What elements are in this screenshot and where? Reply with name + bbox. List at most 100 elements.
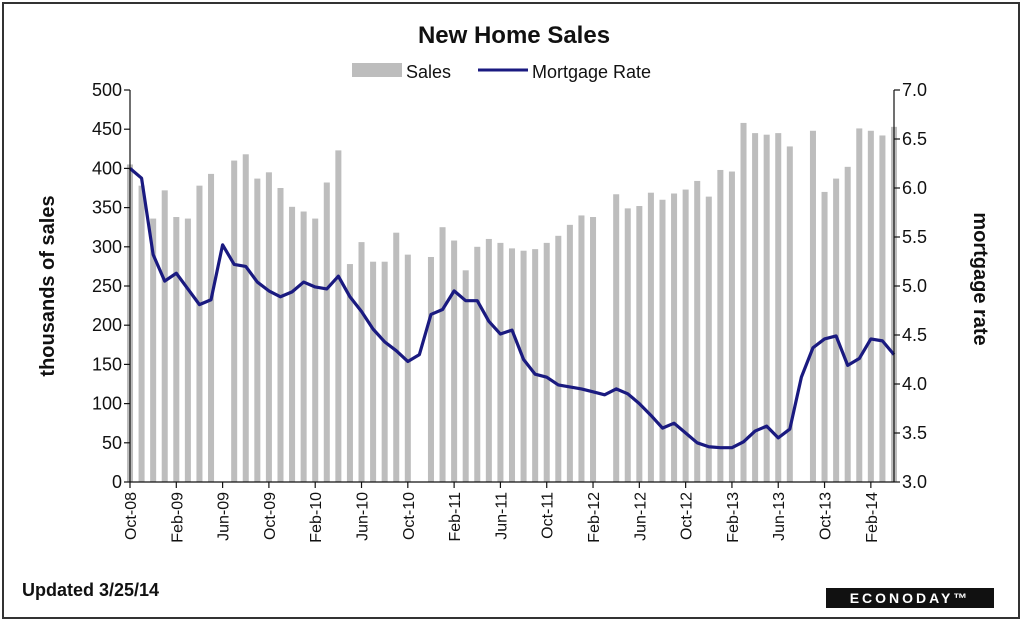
- sales-bar: [150, 218, 157, 482]
- x-tick-label: Jun-13: [771, 492, 788, 541]
- x-tick-label: Jun-10: [355, 492, 372, 541]
- sales-bar: [636, 206, 643, 482]
- right-tick-label: 4.5: [902, 325, 927, 345]
- sales-bar: [879, 135, 886, 482]
- sales-bars: [126, 122, 898, 483]
- sales-bar: [265, 172, 272, 482]
- left-tick-label: 150: [92, 354, 122, 374]
- right-tick-label: 4.0: [902, 374, 927, 394]
- sales-bar: [566, 224, 573, 482]
- legend: Sales Mortgage Rate: [352, 62, 651, 82]
- sales-bar: [474, 246, 481, 482]
- left-tick-label: 500: [92, 80, 122, 100]
- sales-bar: [590, 217, 597, 482]
- sales-bar: [659, 199, 666, 482]
- sales-bar: [161, 190, 168, 482]
- sales-bar: [786, 146, 793, 482]
- sales-bar: [740, 122, 747, 483]
- left-tick-label: 250: [92, 276, 122, 296]
- sales-bar: [705, 196, 712, 482]
- x-tick-label: Feb-10: [308, 492, 325, 543]
- sales-bar: [358, 242, 365, 482]
- sales-bar: [451, 240, 458, 482]
- sales-bar: [346, 264, 353, 482]
- sales-bar: [821, 191, 828, 483]
- mortgage-rate-line: [128, 167, 896, 450]
- sales-bar: [682, 189, 689, 482]
- legend-label-mortgage-rate: Mortgage Rate: [532, 62, 651, 82]
- sales-bar: [323, 182, 330, 482]
- sales-bar: [404, 254, 411, 482]
- sales-bar: [844, 166, 851, 482]
- sales-bar: [671, 193, 678, 483]
- x-tick-label: Oct-12: [679, 492, 696, 540]
- sales-bar: [254, 178, 261, 482]
- sales-bar: [208, 173, 215, 482]
- right-tick-label: 5.0: [902, 276, 927, 296]
- legend-label-sales: Sales: [406, 62, 451, 82]
- sales-bar: [196, 185, 203, 482]
- x-tick-label: Oct-13: [818, 492, 835, 540]
- chart-title: New Home Sales: [418, 22, 610, 49]
- x-tick-label: Feb-11: [447, 492, 464, 542]
- x-tick-label: Feb-14: [864, 492, 881, 543]
- updated-note: Updated 3/25/14: [22, 580, 160, 600]
- right-tick-label: 6.0: [902, 178, 927, 198]
- x-tick-label: Oct-11: [540, 492, 557, 539]
- sales-bar: [728, 171, 735, 483]
- sales-bar: [752, 133, 759, 482]
- x-tick-label: Feb-13: [725, 492, 742, 543]
- x-tick-label: Feb-09: [169, 492, 186, 543]
- sales-bar: [289, 206, 296, 482]
- right-axis-ticks: 3.0 3.5 4.0 4.5 5.0 5.5 6.0 6.5 7.0: [894, 80, 927, 492]
- econoday-logo: ECONODAY™: [826, 588, 994, 608]
- right-tick-label: 7.0: [902, 80, 927, 100]
- x-axis-ticks: Oct-08 Feb-09 Jun-09 Oct-09 Feb-10 Jun-10 Oct-…: [123, 482, 881, 543]
- x-tick-label: Jun-09: [216, 492, 233, 541]
- sales-bar: [867, 130, 874, 482]
- left-axis-ticks: 0 50 100 150 200 250 300 350 400 450 500: [92, 80, 130, 492]
- x-tick-label: Oct-09: [262, 492, 279, 540]
- legend-swatch-sales: [352, 63, 402, 77]
- x-tick-label: Oct-08: [123, 492, 140, 540]
- sales-bar: [138, 185, 145, 482]
- left-tick-label: 300: [92, 237, 122, 257]
- sales-bar: [184, 218, 191, 482]
- right-tick-label: 3.5: [902, 423, 927, 443]
- left-axis-label: thousands of sales: [37, 195, 59, 376]
- sales-bar: [393, 232, 400, 482]
- sales-bar: [381, 261, 388, 482]
- sales-bar: [833, 178, 840, 482]
- sales-bar: [532, 249, 539, 482]
- left-tick-label: 400: [92, 158, 122, 178]
- sales-bar: [370, 261, 377, 482]
- sales-bar: [312, 218, 319, 482]
- sales-bar: [173, 217, 180, 482]
- right-tick-label: 6.5: [902, 129, 927, 149]
- sales-bar: [520, 250, 527, 482]
- sales-bar: [809, 130, 816, 482]
- right-axis-label: mortgage rate: [969, 212, 991, 345]
- sales-bar: [462, 270, 469, 482]
- sales-bar: [694, 180, 701, 482]
- left-tick-label: 100: [92, 394, 122, 414]
- left-tick-label: 450: [92, 119, 122, 139]
- sales-bar: [555, 235, 562, 482]
- x-tick-label: Feb-12: [586, 492, 603, 543]
- sales-bar: [717, 169, 724, 482]
- x-tick-label: Oct-10: [401, 492, 418, 540]
- sales-bar: [231, 160, 238, 482]
- left-tick-label: 350: [92, 198, 122, 218]
- sales-bar: [277, 188, 284, 482]
- sales-bar: [439, 227, 446, 482]
- sales-bar: [763, 134, 770, 482]
- right-tick-label: 5.5: [902, 227, 927, 247]
- right-tick-label: 3.0: [902, 472, 927, 492]
- sales-bar: [856, 128, 863, 483]
- sales-bar: [613, 194, 620, 482]
- sales-bar: [578, 215, 585, 482]
- sales-bar: [427, 256, 434, 482]
- x-tick-label: Jun-11: [493, 492, 510, 540]
- sales-bar: [242, 154, 249, 483]
